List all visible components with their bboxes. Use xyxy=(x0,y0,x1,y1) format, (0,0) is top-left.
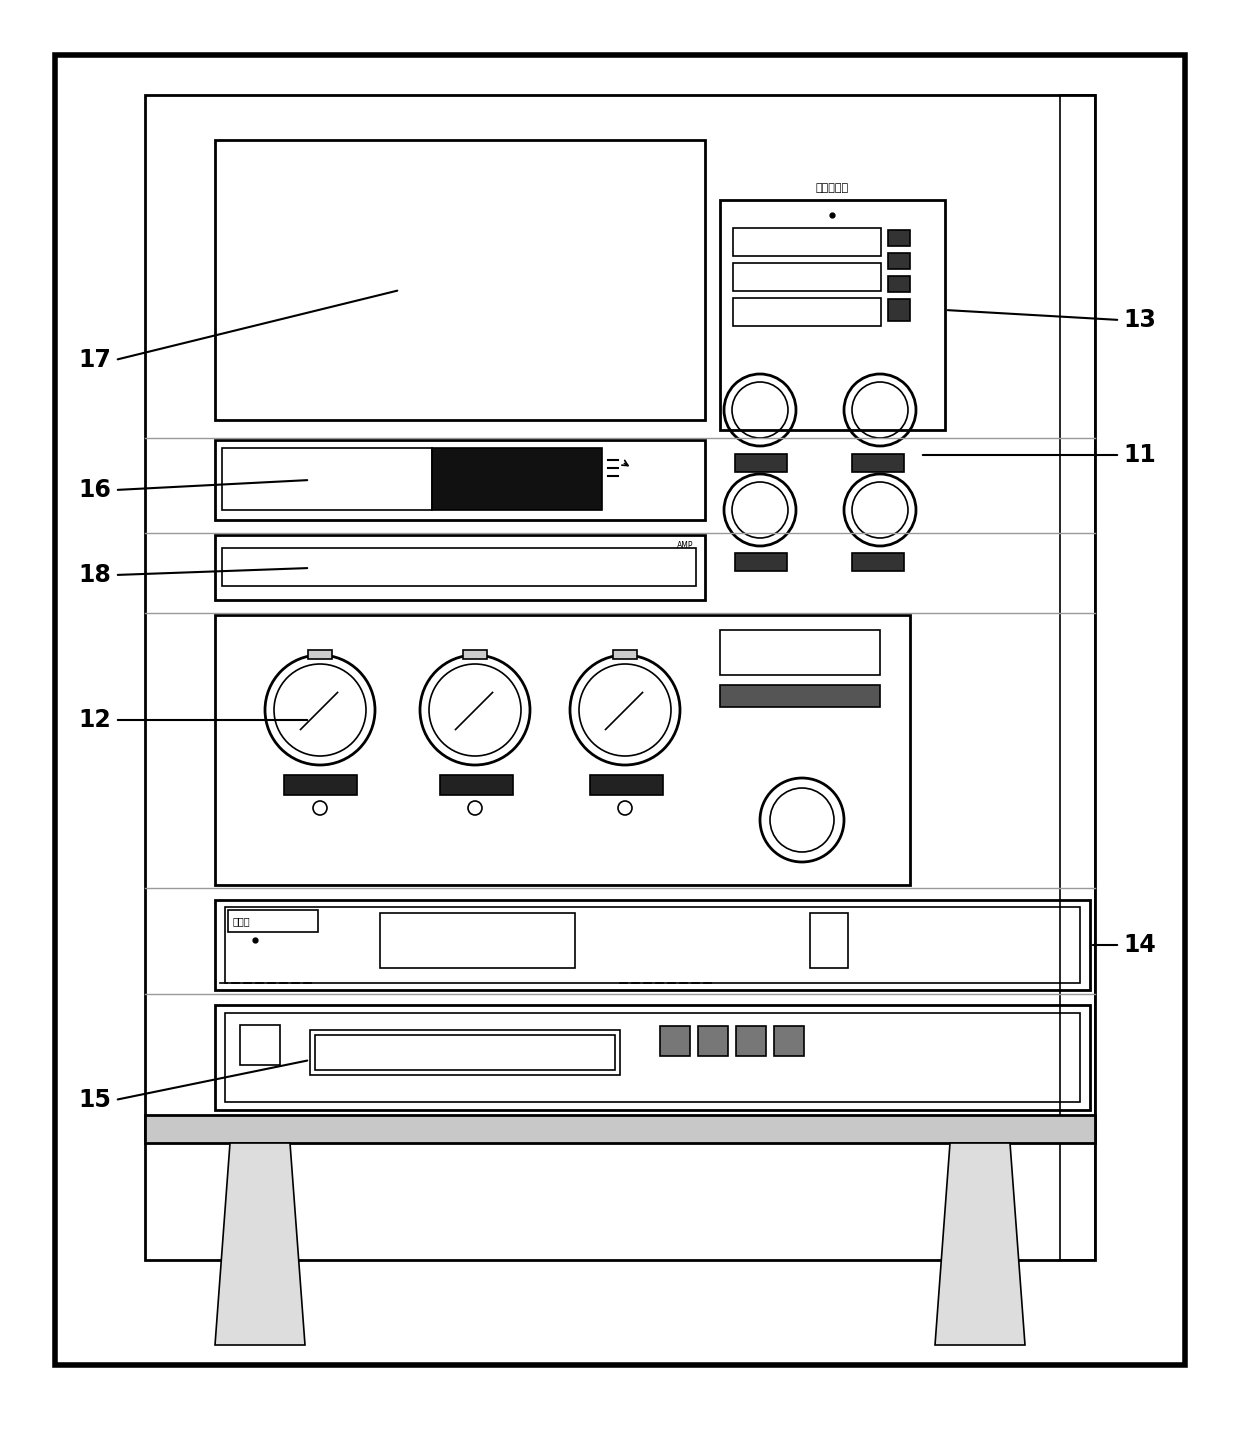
Bar xyxy=(735,453,787,472)
Bar xyxy=(379,913,575,969)
Text: 12: 12 xyxy=(78,707,112,732)
Bar xyxy=(222,548,696,585)
Text: 13: 13 xyxy=(1123,309,1157,331)
Bar xyxy=(660,1026,689,1056)
Bar xyxy=(774,1026,804,1056)
Bar xyxy=(224,907,1080,983)
Text: 压力调节盒: 压力调节盒 xyxy=(816,184,848,192)
Bar xyxy=(215,441,706,519)
Bar xyxy=(228,910,317,931)
Bar xyxy=(315,1035,615,1071)
Bar xyxy=(720,199,945,430)
Bar xyxy=(241,1025,280,1065)
Bar xyxy=(432,448,601,509)
Polygon shape xyxy=(215,1144,305,1345)
Text: 15: 15 xyxy=(78,1088,112,1112)
Bar xyxy=(215,900,1090,990)
Text: 16: 16 xyxy=(78,478,112,502)
Bar xyxy=(215,616,910,885)
Bar xyxy=(222,448,432,509)
Bar xyxy=(440,775,513,795)
Bar xyxy=(308,650,332,659)
Bar xyxy=(888,298,910,321)
Bar xyxy=(224,1013,1080,1102)
Text: 11: 11 xyxy=(1123,443,1157,466)
Text: 17: 17 xyxy=(78,349,112,372)
Text: 18: 18 xyxy=(78,563,112,587)
Bar xyxy=(613,650,637,659)
Bar xyxy=(215,535,706,600)
Bar xyxy=(1060,95,1095,1260)
Bar xyxy=(310,1030,620,1075)
Text: 磁能计: 磁能计 xyxy=(233,916,250,926)
Text: 14: 14 xyxy=(1123,933,1157,957)
Bar xyxy=(720,684,880,707)
Bar xyxy=(284,775,357,795)
Bar xyxy=(733,263,880,291)
Bar xyxy=(888,230,910,245)
Bar xyxy=(733,228,880,255)
Bar xyxy=(215,1004,1090,1111)
Bar xyxy=(463,650,487,659)
Text: AMP: AMP xyxy=(677,541,693,550)
Bar xyxy=(733,298,880,326)
Bar xyxy=(810,913,848,969)
Bar xyxy=(698,1026,728,1056)
Polygon shape xyxy=(935,1144,1025,1345)
Bar xyxy=(720,630,880,674)
Bar xyxy=(145,95,1095,1260)
Bar xyxy=(735,552,787,571)
Bar xyxy=(590,775,663,795)
Bar xyxy=(215,141,706,420)
Bar xyxy=(852,453,904,472)
Bar xyxy=(145,1115,1095,1144)
Bar xyxy=(888,276,910,291)
Bar xyxy=(888,253,910,268)
Bar xyxy=(737,1026,766,1056)
Bar xyxy=(852,552,904,571)
